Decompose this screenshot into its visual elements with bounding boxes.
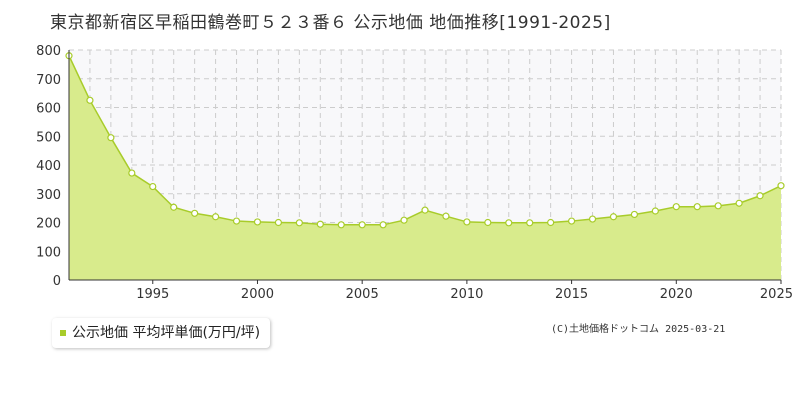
data-points: [65, 52, 785, 229]
data-point: [735, 199, 743, 207]
chart-title: 東京都新宿区早稲田鶴巻町５２３番６ 公示地価 地価推移[1991-2025]: [50, 13, 611, 33]
data-point: [756, 192, 764, 200]
data-point: [107, 134, 115, 142]
data-point: [505, 219, 513, 227]
data-point: [672, 203, 680, 211]
data-point: [421, 206, 429, 214]
legend-label: 公示地価 平均坪単価(万円/坪): [72, 325, 261, 341]
y-tick-label: 0: [53, 274, 61, 289]
area-fill: [69, 55, 781, 280]
data-point: [693, 203, 701, 211]
data-point: [128, 169, 136, 177]
data-point: [274, 218, 283, 227]
x-tick-labels: 1995 2000 2005 2010 2015 2020 2025: [136, 280, 793, 302]
data-point: [484, 218, 492, 227]
data-point: [316, 220, 324, 228]
data-point: [337, 221, 345, 229]
data-point: [442, 212, 450, 220]
data-point: [86, 96, 94, 104]
data-point: [253, 218, 262, 226]
y-tick-label: 400: [36, 159, 61, 174]
data-point: [651, 207, 659, 215]
x-tick-label: 2010: [450, 287, 483, 302]
y-tick-labels: 0 100 200 300 400 500 600 700 800: [36, 44, 61, 289]
data-point: [609, 213, 618, 221]
x-tick-label: 2025: [760, 287, 793, 302]
data-point: [211, 213, 220, 221]
y-tick-label: 500: [36, 130, 61, 145]
data-point: [358, 221, 366, 229]
data-point: [463, 218, 471, 226]
x-tick-label: 2005: [346, 287, 379, 302]
data-point: [547, 218, 555, 227]
y-tick-label: 800: [36, 44, 61, 59]
y-tick-label: 700: [36, 73, 61, 88]
x-tick-label: 2020: [660, 287, 693, 302]
data-point: [777, 182, 785, 190]
data-point: [149, 182, 157, 191]
data-point: [379, 221, 387, 229]
data-point: [567, 217, 576, 225]
data-point: [191, 209, 199, 217]
x-tick-label: 2015: [555, 287, 588, 302]
y-tick-label: 100: [36, 245, 61, 260]
data-point: [526, 219, 534, 227]
y-tick-label: 200: [36, 217, 61, 232]
legend-marker-icon: [60, 330, 66, 336]
copyright-text: (C)土地価格ドットコム 2025-03-21: [551, 324, 726, 335]
y-tick-label: 300: [36, 188, 61, 203]
y-tick-label: 600: [36, 102, 61, 117]
x-tick-label: 1995: [136, 287, 169, 302]
legend: 公示地価 平均坪単価(万円/坪): [52, 318, 271, 348]
axes: [68, 50, 781, 281]
data-point: [714, 202, 722, 210]
data-point: [232, 217, 241, 225]
x-tick-label: 2000: [241, 287, 274, 302]
data-point: [630, 210, 639, 219]
data-point: [170, 203, 178, 211]
data-point: [400, 216, 408, 224]
data-point: [588, 215, 597, 223]
data-point: [295, 219, 303, 227]
